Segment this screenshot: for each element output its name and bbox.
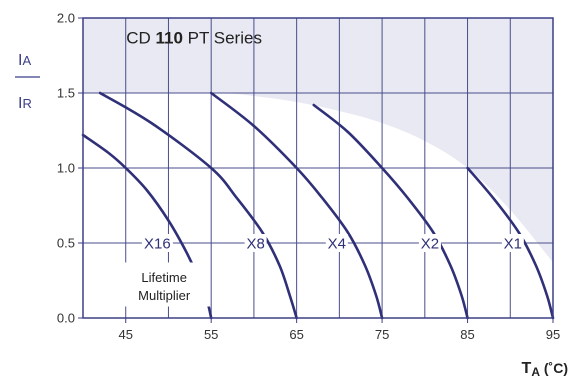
- annotation-bg: [122, 262, 211, 307]
- curve-label-bg: [244, 234, 267, 252]
- x-tick-label: 55: [204, 327, 218, 342]
- y-tick-label: 2.0: [57, 11, 75, 26]
- y-tick-label: 0.0: [57, 311, 75, 326]
- curve-label-x4: X4: [328, 236, 346, 253]
- curve-label-bg: [501, 234, 524, 252]
- x-tick-label: 75: [375, 327, 389, 342]
- y-axis-label-bottom: IR: [18, 95, 32, 112]
- x-tick-label: 65: [289, 327, 303, 342]
- annotation-line: Multiplier: [138, 288, 191, 303]
- annotation-line: Lifetime: [141, 270, 187, 285]
- curve-label-x16: X16: [144, 236, 171, 253]
- y-axis-label-top: IA: [18, 52, 31, 69]
- series-line-x4: [209, 91, 384, 320]
- series-line-x2: [312, 103, 469, 320]
- y-tick-label: 0.5: [57, 236, 75, 251]
- curve-label-bg: [418, 234, 441, 252]
- curve-label-bg: [325, 234, 348, 252]
- shaded-region: [83, 18, 553, 263]
- x-tick-label: 95: [546, 327, 560, 342]
- chart-title: CD 110 PT Series: [126, 29, 262, 48]
- curve-label-x1: X1: [504, 236, 522, 253]
- curve-label-x2: X2: [421, 236, 439, 253]
- x-tick-label: 85: [460, 327, 474, 342]
- series-line-x8: [98, 91, 298, 320]
- y-tick-label: 1.5: [57, 86, 75, 101]
- curve-label-bg: [141, 234, 173, 252]
- y-tick-label: 1.0: [57, 161, 75, 176]
- x-tick-label: 45: [118, 327, 132, 342]
- curve-label-x8: X8: [246, 236, 264, 253]
- series-line-x1: [466, 166, 555, 320]
- x-axis-label: TA (˚C): [522, 360, 568, 378]
